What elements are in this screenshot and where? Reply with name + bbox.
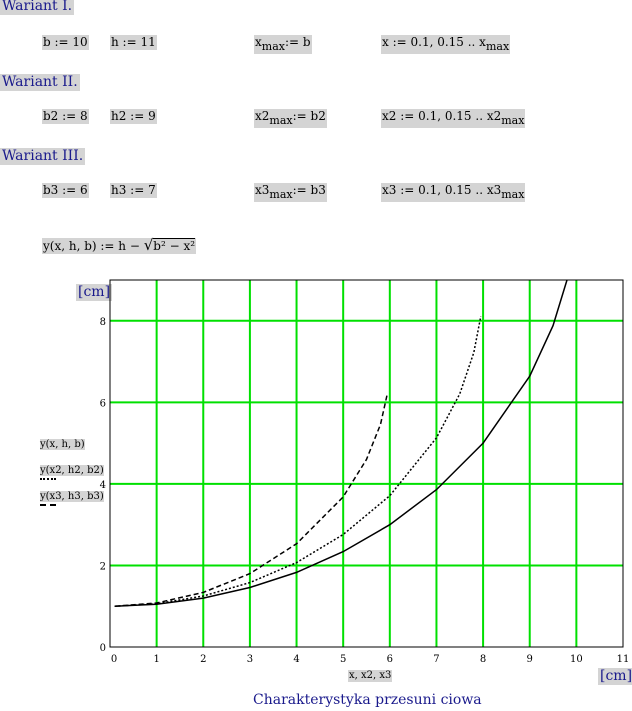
range-subscript: max: [485, 40, 510, 53]
x-tick-label: 7: [433, 654, 439, 665]
x-tick-label: 6: [387, 654, 393, 665]
y-tick-label: 0: [100, 643, 106, 654]
variant-2-h-definition[interactable]: h2 := 9: [110, 109, 157, 124]
x-tick-label: 5: [340, 654, 346, 665]
legend-swatch-dotted: [40, 478, 56, 480]
x-tick-label: 2: [200, 654, 206, 665]
xmax-rhs: := b2: [292, 109, 326, 123]
variant-1-xmax-definition[interactable]: xmax:= b: [254, 35, 312, 54]
variant-1-range-definition[interactable]: x := 0.1, 0.15 .. xmax: [381, 35, 511, 54]
series-line-2: [114, 316, 482, 607]
y-tick-label: 8: [100, 317, 106, 328]
variant-1-heading: Wariant I.: [0, 0, 75, 15]
variant-1-h-definition[interactable]: h := 11: [110, 35, 157, 50]
function-definition[interactable]: y(x, h, b) := h − √b² − x²: [42, 236, 197, 254]
xmax-rhs: := b3: [292, 183, 326, 197]
series-line-1: [114, 279, 568, 607]
variant-3-xmax-definition[interactable]: x3max:= b3: [254, 183, 327, 202]
sqrt-icon: √: [143, 236, 154, 254]
x-tick-label: 1: [153, 654, 159, 665]
plot-caption: Charakterystyka przesuni ciowa: [253, 692, 482, 708]
legend-swatch-dashed: [40, 504, 56, 506]
xmax-rhs: := b: [284, 35, 311, 49]
legend-item-1: y(x, h, b): [40, 432, 104, 458]
y-tick-label: 2: [100, 561, 106, 572]
x-tick-label: 9: [527, 654, 533, 665]
xmax-lhs: x3: [255, 183, 270, 197]
xmax-lhs: x: [255, 35, 262, 49]
variant-3-heading: Wariant III.: [0, 148, 86, 165]
x-tick-label: 10: [570, 654, 583, 665]
function-lhs: y(x, h, b) := h −: [43, 239, 144, 253]
x-tick-label: 11: [617, 654, 630, 665]
xmax-subscript: max: [261, 40, 285, 53]
legend[interactable]: y(x, h, b) y(x2, h2, b2) y(x3, h3, b3): [40, 432, 104, 510]
plot-frame: [109, 279, 624, 648]
x-tick-label: 3: [247, 654, 253, 665]
function-radicand: b² − x²: [153, 238, 196, 253]
legend-label-3: y(x3, h3, b3): [40, 491, 104, 502]
xmax-subscript: max: [269, 188, 293, 201]
legend-item-2: y(x2, h2, b2): [40, 458, 104, 484]
xmax-subscript: max: [269, 114, 293, 127]
x-axis-unit: [cm]: [598, 668, 632, 685]
range-lhs: x := 0.1, 0.15 .. x: [382, 35, 486, 49]
variant-2-xmax-definition[interactable]: x2max:= b2: [254, 109, 327, 128]
range-subscript: max: [501, 114, 525, 127]
legend-label-2: y(x2, h2, b2): [40, 465, 104, 476]
range-lhs: x2 := 0.1, 0.15 .. x2: [382, 109, 502, 123]
x-tick-label: 8: [480, 654, 486, 665]
y-tick-label: 6: [100, 398, 106, 409]
x-tick-label: 4: [293, 654, 299, 665]
variant-1-b-definition[interactable]: b := 10: [42, 35, 89, 50]
legend-item-3: y(x3, h3, b3): [40, 484, 104, 510]
variant-3-h-definition[interactable]: h3 := 7: [110, 183, 157, 198]
series-line-3: [114, 392, 389, 607]
y-axis-unit: [cm]: [76, 284, 113, 301]
range-subscript: max: [501, 188, 525, 201]
x-axis-label[interactable]: x, x2, x3: [348, 670, 393, 682]
variant-2-b-definition[interactable]: b2 := 8: [42, 109, 89, 124]
x-tick-label: 0: [111, 654, 117, 665]
range-lhs: x3 := 0.1, 0.15 .. x3: [382, 183, 502, 197]
variant-3-range-definition[interactable]: x3 := 0.1, 0.15 .. x3max: [381, 183, 526, 202]
variant-3-b-definition[interactable]: b3 := 6: [42, 183, 89, 198]
variant-2-heading: Wariant II.: [0, 74, 80, 91]
variant-2-range-definition[interactable]: x2 := 0.1, 0.15 .. x2max: [381, 109, 526, 128]
legend-label-1: y(x, h, b): [40, 439, 85, 450]
y-tick-label: 4: [100, 480, 106, 491]
xmax-lhs: x2: [255, 109, 270, 123]
